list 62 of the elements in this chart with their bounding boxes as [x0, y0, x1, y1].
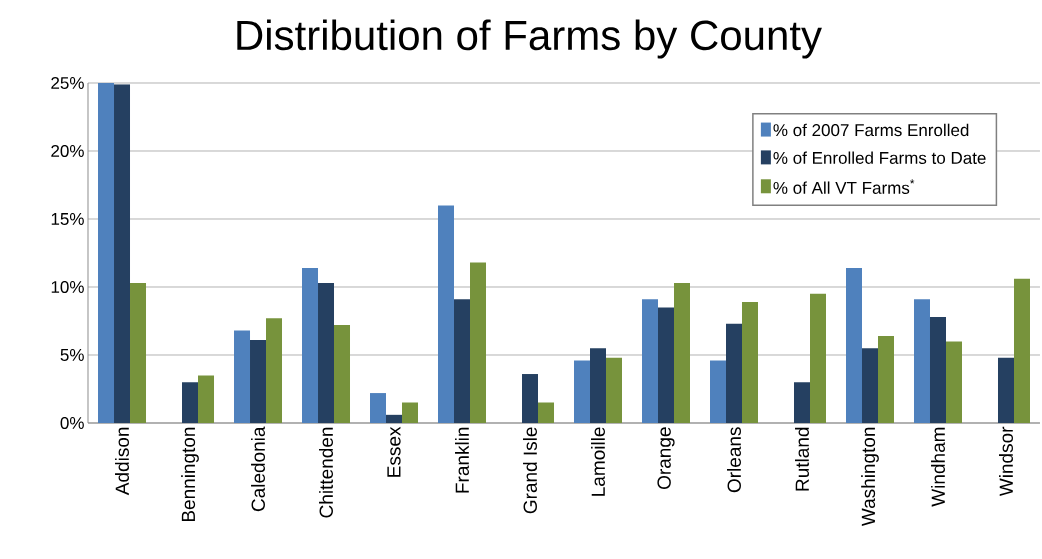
bar [946, 341, 962, 423]
bar [742, 301, 758, 423]
bar [878, 335, 894, 423]
x-tick-label: Orange [657, 427, 675, 489]
x-tick-label: Essex [387, 426, 401, 477]
legend-label: % of All VT Farms$^{*}$ [773, 179, 915, 194]
y-tick-label: 5% [60, 349, 84, 361]
bar [302, 267, 319, 423]
x-tick-label: Washington [861, 427, 879, 527]
bar [370, 393, 387, 423]
bar [130, 282, 147, 423]
x-tick-label: Windsor [999, 426, 1013, 497]
bar [334, 325, 351, 423]
x-tick-label: Rutland [795, 427, 809, 491]
bar [318, 282, 334, 423]
bar [810, 293, 826, 423]
bar [862, 348, 878, 423]
bar [1014, 278, 1030, 423]
bar [522, 374, 538, 423]
legend-label: % of 2007 Farms Enrolled [773, 123, 969, 137]
x-tick-label: Orleans [727, 427, 741, 493]
bar [642, 299, 658, 423]
x-tick-label: Windham [931, 427, 945, 507]
bar [710, 360, 726, 423]
x-tick-label: Franklin [455, 427, 469, 493]
bar [930, 316, 946, 423]
chart-title: Distribution of Farms by County [237, 19, 822, 59]
bar [438, 205, 454, 423]
bar [726, 323, 742, 423]
bar [914, 299, 930, 423]
bar [658, 307, 674, 423]
legend-label: % of Enrolled Farms to Date [773, 151, 986, 164]
x-tick-label: Addison [115, 427, 129, 496]
y-tick-label: 20% [51, 144, 84, 158]
bar [402, 402, 418, 423]
bar [234, 330, 251, 423]
bar [266, 318, 283, 423]
y-tick-label: 15% [51, 213, 84, 225]
bar [998, 357, 1014, 423]
bar [590, 348, 606, 423]
bar [250, 340, 267, 423]
bar [846, 267, 862, 423]
bar [470, 262, 487, 423]
bar [114, 84, 131, 423]
bar [454, 299, 471, 423]
bar [198, 375, 215, 423]
bar [606, 357, 622, 423]
bar [182, 382, 199, 423]
y-tick-label: 0% [60, 416, 84, 430]
x-tick-label: Lamoille [591, 427, 605, 496]
x-tick-label: Chittenden [319, 427, 333, 518]
bar [98, 83, 115, 423]
y-tick-label: 10% [51, 280, 84, 294]
x-tick-label: Caledonia [251, 426, 265, 512]
y-tick-label: 25% [51, 76, 84, 90]
bar [674, 282, 690, 423]
x-tick-label: Bennington [181, 427, 199, 522]
bar [386, 414, 403, 423]
bar [538, 402, 554, 423]
bar [574, 360, 590, 423]
x-tick-label: Grand Isle [523, 427, 537, 514]
bar [794, 382, 810, 423]
